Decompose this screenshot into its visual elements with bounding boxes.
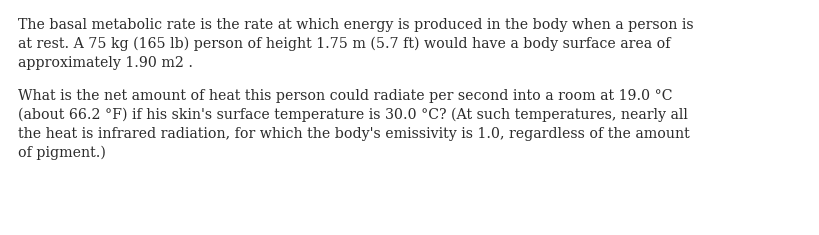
Text: The basal metabolic rate is the rate at which energy is produced in the body whe: The basal metabolic rate is the rate at … [18,18,693,32]
Text: the heat is infrared radiation, for which the body's emissivity is 1.0, regardle: the heat is infrared radiation, for whic… [18,127,689,141]
Text: at rest. A 75 kg (165 lb) person of height 1.75 m (5.7 ft) would have a body sur: at rest. A 75 kg (165 lb) person of heig… [18,37,670,51]
Text: of pigment.): of pigment.) [18,146,106,161]
Text: (about 66.2 °F) if his skin's surface temperature is 30.0 °C? (At such temperatu: (about 66.2 °F) if his skin's surface te… [18,108,687,122]
Text: approximately 1.90 m2 .: approximately 1.90 m2 . [18,56,192,70]
Text: What is the net amount of heat this person could radiate per second into a room : What is the net amount of heat this pers… [18,89,672,103]
